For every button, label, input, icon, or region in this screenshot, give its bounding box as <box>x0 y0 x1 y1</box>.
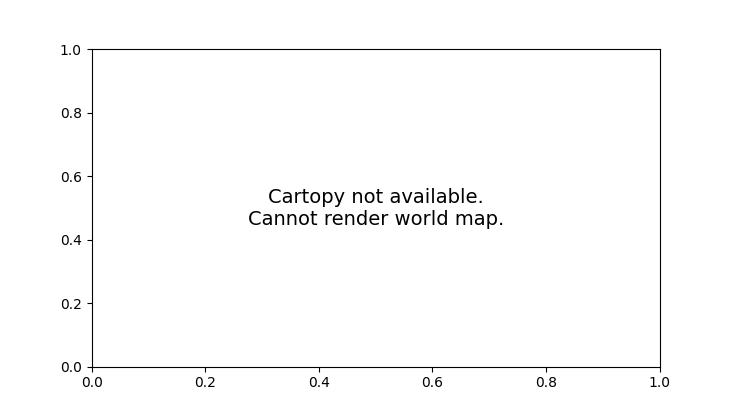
Text: Cartopy not available.
Cannot render world map.: Cartopy not available. Cannot render wor… <box>248 187 504 229</box>
